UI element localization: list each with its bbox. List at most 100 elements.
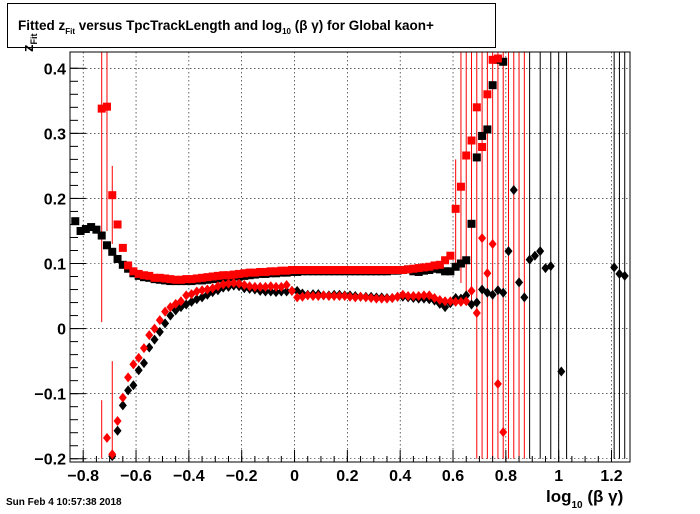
data-point-diamond <box>488 238 497 249</box>
data-point-square <box>372 266 381 275</box>
data-point-square <box>488 55 497 64</box>
data-point-square <box>97 104 106 113</box>
data-point-diamond <box>515 277 524 288</box>
data-point-diamond <box>256 281 265 292</box>
data-point-square <box>171 275 180 284</box>
data-point-square <box>229 270 238 279</box>
x-tick-label: 0.8 <box>495 468 517 485</box>
data-point-diamond <box>356 291 365 302</box>
data-point-diamond <box>282 286 291 297</box>
data-point-square <box>441 256 450 265</box>
data-point-diamond <box>287 285 296 296</box>
data-point-square <box>282 266 291 275</box>
data-point-diamond <box>462 290 471 301</box>
title-part-b: versus TpcTrackLength and log <box>75 18 283 33</box>
data-point-square <box>113 220 122 229</box>
data-point-square <box>377 266 386 275</box>
data-point-diamond <box>478 233 487 244</box>
x-tick-label: −0.6 <box>120 468 152 485</box>
data-point-diamond <box>382 293 391 304</box>
data-point-square <box>245 268 254 277</box>
data-point-diamond <box>488 289 497 300</box>
chart-title: Fitted zFit versus TpcTrackLength and lo… <box>18 18 434 36</box>
data-point-square <box>97 231 106 240</box>
data-point-square <box>488 81 497 90</box>
data-point-square <box>361 266 370 275</box>
data-point-diamond <box>150 334 159 345</box>
data-point-square <box>309 266 318 275</box>
data-point-diamond <box>499 287 508 298</box>
data-point-diamond <box>198 285 207 296</box>
data-point-diamond <box>155 315 164 326</box>
data-point-diamond <box>139 343 148 354</box>
data-point-diamond <box>324 291 333 302</box>
data-point-square <box>388 266 397 275</box>
data-point-diamond <box>245 281 254 292</box>
data-point-square <box>472 153 481 162</box>
data-point-square <box>298 266 307 275</box>
data-point-square <box>478 131 487 140</box>
data-point-diamond <box>192 286 201 297</box>
data-point-diamond <box>456 296 465 307</box>
data-point-square <box>409 264 418 273</box>
data-point-diamond <box>182 290 191 301</box>
data-point-square <box>483 90 492 99</box>
data-point-diamond <box>435 294 444 305</box>
data-point-square <box>446 251 455 260</box>
data-point-diamond <box>319 290 328 301</box>
data-point-diamond <box>398 289 407 300</box>
data-point-diamond <box>314 291 323 302</box>
data-point-square <box>261 267 270 276</box>
data-point-square <box>108 191 117 200</box>
data-point-diamond <box>493 378 502 389</box>
data-point-square <box>198 273 207 282</box>
data-point-diamond <box>409 291 418 302</box>
data-point-diamond <box>441 302 450 313</box>
title-subscript-fit: Fit <box>65 27 76 36</box>
data-point-square <box>81 225 90 234</box>
data-point-square <box>382 266 391 275</box>
data-point-square <box>435 265 444 274</box>
data-point-square <box>224 271 233 280</box>
x-axis-label: log10 (β γ) <box>546 487 623 511</box>
data-point-square <box>462 151 471 160</box>
data-point-diamond <box>414 291 423 302</box>
data-point-square <box>139 271 148 280</box>
data-point-square <box>430 261 439 270</box>
data-point-diamond <box>124 372 133 383</box>
data-point-square <box>213 271 222 280</box>
data-point-diamond <box>499 427 508 438</box>
data-point-square <box>398 266 407 275</box>
data-point-diamond <box>108 449 117 460</box>
data-point-diamond <box>118 392 127 403</box>
data-point-square <box>102 241 111 250</box>
data-point-diamond <box>309 291 318 302</box>
data-point-diamond <box>272 281 281 292</box>
data-point-diamond <box>610 262 619 273</box>
data-point-square <box>367 266 376 275</box>
x-tick-label: 0.6 <box>442 468 464 485</box>
data-point-square <box>166 275 175 284</box>
title-part-a: Fitted z <box>18 18 66 33</box>
data-point-diamond <box>219 279 228 290</box>
data-point-square <box>499 57 508 66</box>
data-point-diamond <box>346 291 354 302</box>
data-point-square <box>219 271 228 280</box>
data-point-square <box>319 266 328 275</box>
data-point-square <box>266 267 275 276</box>
data-point-diamond <box>509 184 518 195</box>
data-point-diamond <box>525 254 534 265</box>
data-point-diamond <box>272 287 281 298</box>
data-point-diamond <box>361 292 370 303</box>
x-tick-label: 1 <box>554 468 563 485</box>
data-point-square <box>134 269 143 278</box>
data-point-square <box>108 247 117 256</box>
data-point-square <box>129 267 138 276</box>
data-point-square <box>351 266 360 275</box>
data-point-square <box>293 266 302 275</box>
title-box: Fitted zFit versus TpcTrackLength and lo… <box>7 3 496 48</box>
data-point-square <box>340 266 349 275</box>
data-point-diamond <box>145 342 154 353</box>
data-point-square <box>335 266 344 275</box>
